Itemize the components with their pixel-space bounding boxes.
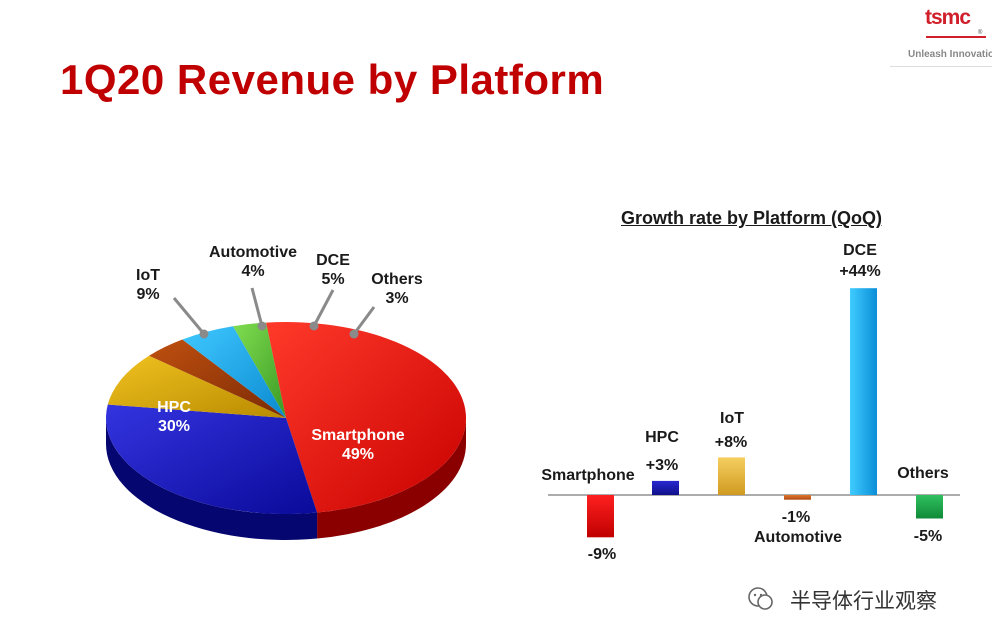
header-rule <box>890 66 992 67</box>
pie-side-hpc <box>106 418 318 541</box>
wechat-icon <box>748 587 773 610</box>
pie-label-others-value: 3% <box>385 290 409 307</box>
bar-label-hpc-value: +3% <box>645 457 679 474</box>
bar-label-iot-value: +8% <box>714 434 748 451</box>
leader-dot-automotive <box>257 321 267 331</box>
bar-label-automotive-name: Automotive <box>754 529 842 546</box>
logo-tagline: Unleash Innovatio <box>908 49 992 60</box>
bar-hpc <box>652 480 679 495</box>
leader-line-others <box>352 306 376 335</box>
pie-slice-iot <box>107 355 287 418</box>
pie-slice-hpc <box>106 404 318 514</box>
bar-label-hpc-name: HPC <box>645 429 679 446</box>
bar-label-others-value: -5% <box>913 528 943 545</box>
registered-mark: ® <box>978 30 983 36</box>
pie-slice-automotive <box>149 339 286 418</box>
pie-label-dce: DCE 5% <box>310 251 356 289</box>
leader-dot-others <box>349 329 359 339</box>
page-title: 1Q20 Revenue by Platform <box>60 56 605 103</box>
pie-label-others-name: Others <box>371 271 423 288</box>
bar-dce <box>850 288 877 495</box>
bar-label-smartphone-value: -9% <box>587 546 617 563</box>
pie-slice-smartphone <box>266 321 467 513</box>
leader-line-iot <box>172 297 206 335</box>
pie-label-automotive: Automotive 4% <box>200 243 306 281</box>
growth-chart-title: Growth rate by Platform (QoQ) <box>621 208 883 228</box>
pie-label-smartphone-value: 49% <box>341 446 375 463</box>
leader-line-dce <box>312 289 335 327</box>
bar-label-automotive-value: -1% <box>781 509 811 526</box>
watermark-text: 半导体行业观察 <box>790 590 937 613</box>
pie-label-smartphone: Smartphone 49% <box>300 426 416 464</box>
pie-label-iot-name: IoT <box>136 267 160 284</box>
leader-dot-dce <box>309 321 319 331</box>
logo-underline <box>926 36 986 38</box>
leader-line-automotive <box>250 287 264 327</box>
pie-label-dce-value: 5% <box>321 271 345 288</box>
pie-label-automotive-value: 4% <box>241 263 265 280</box>
pie-label-smartphone-name: Smartphone <box>311 427 405 444</box>
bar-others <box>916 495 943 519</box>
pie-slice-others <box>232 322 286 418</box>
bar-iot <box>718 457 745 495</box>
pie-label-dce-name: DCE <box>316 252 350 269</box>
pie-side-smartphone <box>317 418 467 539</box>
pie-label-hpc-name: HPC <box>157 399 191 416</box>
bar-label-dce-name: DCE <box>843 242 877 259</box>
leader-dot-iot <box>199 329 209 339</box>
pie-label-automotive-name: Automotive <box>209 244 297 261</box>
bar-automotive <box>784 495 811 500</box>
bar-label-iot-name: IoT <box>720 410 744 427</box>
pie-label-iot: IoT 9% <box>128 266 168 304</box>
pie-label-hpc-value: 30% <box>157 418 191 435</box>
bar-label-dce-value: +44% <box>839 263 881 280</box>
logo-wordmark: tsmc <box>925 6 971 29</box>
pie-label-others: Others 3% <box>364 270 430 308</box>
bar-label-smartphone-name: Smartphone <box>541 467 635 484</box>
bar-label-others-name: Others <box>897 465 949 482</box>
pie-label-hpc: HPC 30% <box>146 398 202 436</box>
bar-smartphone <box>587 495 614 538</box>
pie-slice-dce <box>182 326 286 418</box>
pie-label-iot-value: 9% <box>136 286 160 303</box>
